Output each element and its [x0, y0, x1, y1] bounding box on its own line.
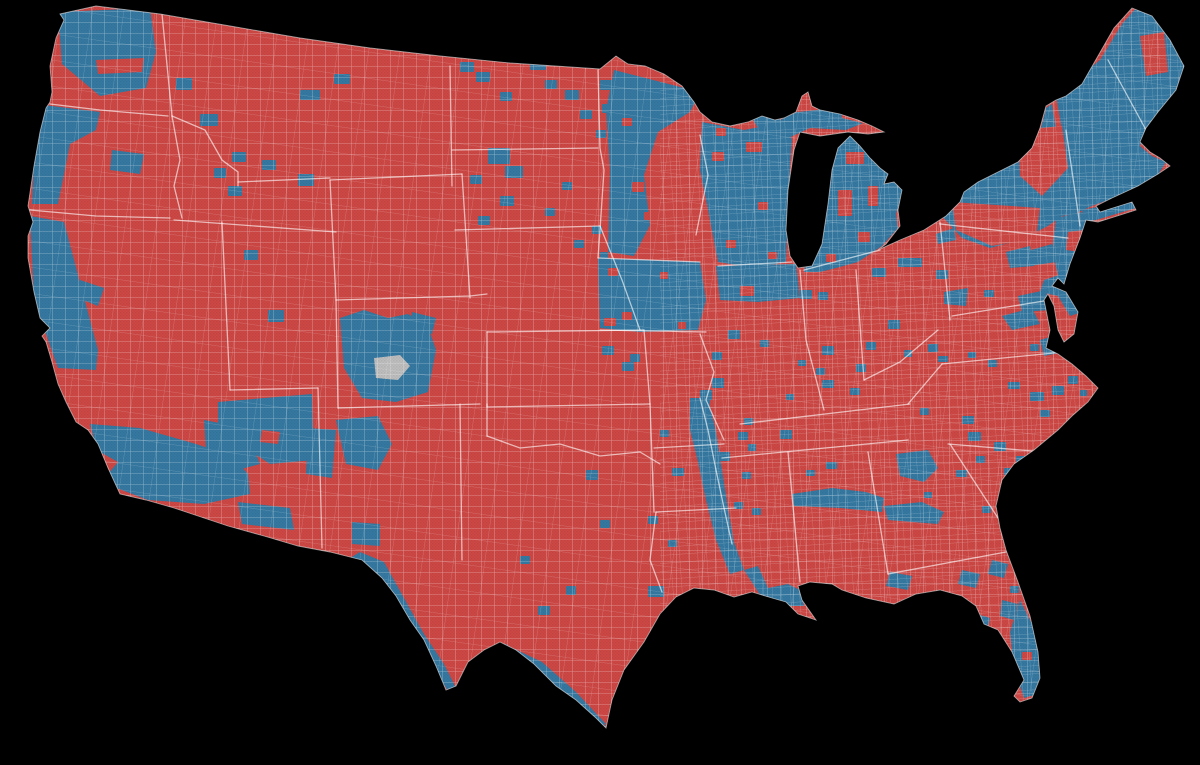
state-border-segment-2 [161, 13, 173, 117]
state-border-segment-54 [1107, 59, 1147, 131]
state-border-segment-40 [939, 221, 951, 321]
state-border-segment-45 [941, 351, 1065, 365]
state-border-segment-34 [717, 261, 793, 267]
state-border-segment-25 [597, 69, 605, 259]
state-border-segment-3 [171, 115, 183, 219]
state-border-segment-23 [451, 147, 599, 151]
state-border-segment-32 [655, 507, 737, 513]
state-border-segment-48 [867, 451, 889, 575]
state-border-segment-4 [171, 115, 239, 187]
state-border-segment-10 [335, 299, 339, 409]
state-border-segment-53 [1065, 129, 1081, 227]
state-border-segment-30 [649, 403, 655, 513]
state-border-segment-31 [653, 443, 725, 449]
state-border-segment-26 [597, 257, 701, 263]
state-border-segment-17 [459, 403, 463, 561]
state-border-segment-39 [855, 269, 865, 381]
state-border-segment-50 [787, 451, 801, 583]
state-border-segment-51 [939, 223, 1069, 239]
state-border-segment-55 [699, 397, 733, 545]
state-border-segment-33 [649, 511, 663, 593]
county-border-mesh-east [660, 6, 1184, 728]
state-border-segment-22 [449, 65, 453, 187]
state-border-segment-38 [803, 249, 881, 271]
state-border-segment-7 [329, 179, 337, 301]
state-border-segment-35 [799, 269, 825, 411]
state-border-segment-24 [454, 225, 601, 231]
state-border-segment-19 [486, 435, 661, 465]
state-border-segment-44 [907, 363, 943, 405]
state-border-segment-15 [229, 387, 319, 391]
democratic-county [940, 600, 949, 607]
coastline-border [27, 5, 1185, 729]
state-border-segment-9 [335, 293, 488, 301]
state-border-segment-37 [695, 134, 709, 236]
state-border-segment-8 [461, 173, 471, 299]
state-border-segment-0 [49, 103, 169, 117]
state-border-segment-13 [173, 219, 337, 233]
state-border-segment-28 [599, 225, 641, 331]
state-border-segment-42 [739, 403, 911, 425]
state-border-segment-14 [221, 221, 231, 391]
state-border-segment-29 [643, 329, 651, 405]
state-border-segment-5 [237, 177, 331, 183]
state-borders-layer [29, 13, 1147, 593]
state-border-segment-6 [329, 173, 463, 181]
state-border-segment-27 [599, 329, 707, 333]
state-border-segment-1 [29, 209, 171, 219]
state-border-segment-16 [317, 387, 323, 549]
state-border-segment-43 [721, 439, 909, 459]
state-border-segment-52 [951, 299, 1051, 317]
state-border-segment-46 [947, 443, 1046, 453]
state-border-segment-20 [486, 403, 651, 408]
state-border-segment-12 [337, 403, 481, 409]
state-border-segment-36 [699, 333, 725, 441]
state-border-segment-49 [887, 551, 1007, 575]
state-border-segment-41 [863, 329, 939, 381]
state-border-segment-47 [949, 443, 999, 519]
